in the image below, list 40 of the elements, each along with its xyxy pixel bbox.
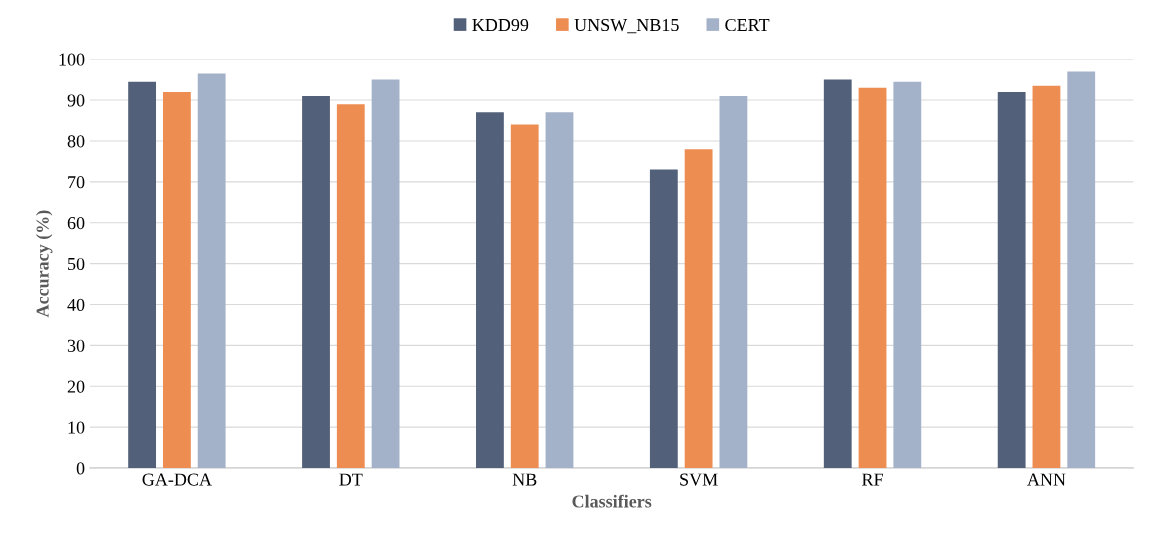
y-tick-label: 0 (76, 462, 85, 475)
bar (510, 124, 539, 469)
legend-label: UNSW_NB15 (574, 18, 679, 34)
x-tick-label: NB (512, 473, 537, 486)
bar (858, 87, 887, 469)
bar (371, 79, 400, 469)
y-tick-label: 50 (68, 257, 85, 271)
y-tick-label: 30 (67, 339, 85, 352)
y-tick-label: 100 (59, 53, 85, 66)
x-tick-label: RF (862, 473, 883, 486)
bar (1067, 71, 1096, 469)
y-tick-label: 40 (67, 298, 85, 311)
bar (545, 112, 574, 469)
bar (197, 73, 226, 469)
x-tick-label: ANN (1027, 473, 1066, 486)
legend-label: CERT (725, 18, 770, 32)
x-axis-title: Classifiers (572, 494, 652, 508)
bar (128, 81, 157, 469)
bar (823, 79, 852, 469)
y-tick-label: 90 (67, 94, 85, 107)
bar (302, 95, 330, 469)
bar (997, 91, 1026, 469)
y-tick-label: 10 (68, 421, 85, 434)
x-tick-label: GA-DCA (142, 473, 212, 486)
x-tick-label: DT (339, 473, 363, 486)
y-tick-label: 60 (67, 216, 85, 230)
y-tick-label: 20 (67, 380, 85, 393)
bar (476, 112, 504, 469)
legend-label: KDD99 (472, 18, 529, 32)
y-tick-label: 80 (67, 135, 85, 148)
bar (893, 81, 922, 469)
bar (162, 91, 191, 469)
x-tick-label: SVM (680, 473, 718, 486)
y-axis-title: Accuracy (%) (36, 210, 53, 318)
bar (719, 95, 748, 469)
bar (1032, 85, 1061, 469)
bar (649, 169, 678, 469)
bar (336, 104, 365, 469)
bar (684, 149, 713, 469)
y-tick-label: 70 (68, 176, 85, 189)
